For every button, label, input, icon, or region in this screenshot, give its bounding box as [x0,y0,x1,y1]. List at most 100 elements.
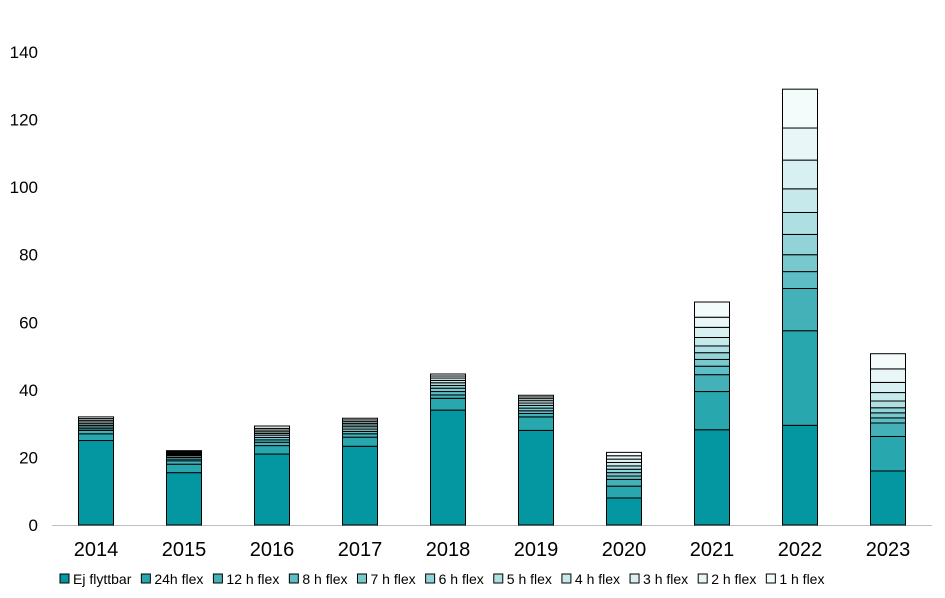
legend-label: Ej flyttbar [73,571,132,587]
legend-item: 12 h flex [212,571,279,587]
bar-segment [254,445,290,455]
bar-segment [870,392,906,402]
bar-stack [254,425,290,526]
bar-segment [606,485,642,499]
bar-segment [606,451,642,457]
bar-segment [78,433,114,442]
bar-segment [782,88,818,129]
bar-segment [430,387,466,393]
bar-segment [694,301,730,318]
x-tick-label: 2020 [602,539,647,561]
bar-segment [166,463,202,474]
bar-segment [870,400,906,409]
bar-segment [694,374,730,393]
bar-segment [694,336,730,347]
legend-item: 2 h flex [697,571,756,587]
y-tick-label: 140 [10,43,38,62]
bar-segment [606,475,642,480]
bar-segment [606,468,642,474]
bar-segment [782,271,818,290]
bar-segment [254,441,290,447]
bar-segment [78,440,114,526]
bar-segment [430,373,466,377]
legend-item: Ej flyttbar [59,571,132,587]
bar-stack [78,416,114,526]
bar-segment [870,422,906,437]
legend-item: 24h flex [140,571,203,587]
legend-label: 4 h flex [575,571,620,587]
bar-segment [694,429,730,526]
legend-swatch [493,573,504,584]
bar-segment [254,425,290,429]
bar-segment [606,461,642,467]
legend-label: 24h flex [154,571,203,587]
x-tick-label: 2022 [778,539,823,561]
bar-segment [870,412,906,419]
bar-segment [782,233,818,256]
bar-segment [782,127,818,161]
bar-segment [430,394,466,399]
legend-item: 6 h flex [425,571,484,587]
bar-segment [518,413,554,418]
legend-label: 3 h flex [643,571,688,587]
bar-segment [870,435,906,472]
legend-swatch [697,573,708,584]
bar-segment [870,470,906,526]
bar-segment [342,445,378,526]
bar-stack [782,88,818,526]
legend-label: 12 h flex [226,571,279,587]
bar-stack [606,451,642,526]
bar-segment [606,478,642,487]
bar-segment [782,188,818,213]
y-tick-label: 20 [19,448,38,467]
legend-swatch [765,573,776,584]
legend-label: 2 h flex [711,571,756,587]
bar-segment [430,397,466,411]
bar-segment [870,353,906,370]
y-tick-label: 120 [10,111,38,130]
legend-label: 1 h flex [779,571,824,587]
bar-segment [430,409,466,526]
legend-label: 6 h flex [439,571,484,587]
bar-segment [606,465,642,470]
legend-label: 7 h flex [370,571,415,587]
bar-segment [518,429,554,526]
x-axis: 2014 2015 2016 2017 2018 2019 2020 2021 2022 2023 [74,539,911,561]
bar-segment [694,345,730,354]
bar-segment [782,254,818,273]
legend-swatch [356,573,367,584]
bar-segment [342,417,378,421]
bar-segment [694,316,730,328]
bar-stack [694,301,730,526]
bar-stack [342,417,378,526]
bar-segment [870,381,906,394]
legend-item: 1 h flex [765,571,824,587]
bar-segment [166,472,202,526]
x-tick-label: 2019 [514,539,559,561]
legend-item: 3 h flex [629,571,688,587]
legend-swatch [288,573,299,584]
bar-stack [166,450,202,526]
x-tick-label: 2014 [74,539,119,561]
legend-item: 5 h flex [493,571,552,587]
legend-item: 7 h flex [356,571,416,587]
bar-segment [870,417,906,424]
legend-swatch [561,573,572,584]
bars [78,88,906,526]
legend-item: 4 h flex [561,571,620,587]
bar-segment [870,368,906,383]
bar-segment [430,391,466,396]
bar-segment [694,326,730,338]
x-tick-label: 2023 [866,539,911,561]
bar-segment [606,455,642,460]
legend-swatch [212,573,223,584]
x-tick-label: 2018 [426,539,471,561]
bar-stack [430,373,466,526]
bar-segment [782,330,818,426]
bar-segment [694,352,730,360]
bar-stack [870,353,906,526]
bar-segment [78,416,114,420]
bar-segment [694,391,730,431]
